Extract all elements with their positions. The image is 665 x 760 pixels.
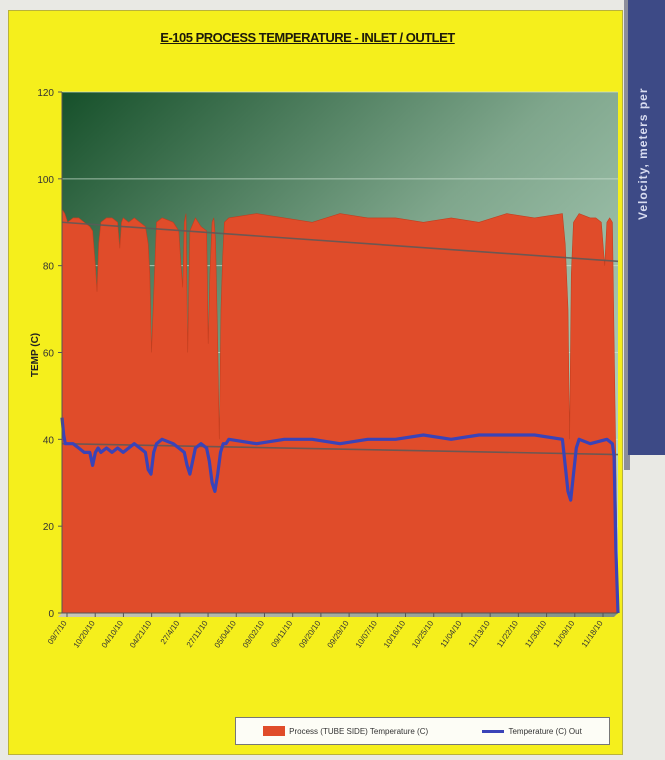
y-axis-ticks: 0 20 40 60 80 100 120 <box>37 88 62 620</box>
x-tick-label: 27/4/10 <box>159 619 182 646</box>
legend-label-outlet: Temperature (C) Out <box>508 726 582 736</box>
y-tick-label: 120 <box>37 88 54 99</box>
legend: Process (TUBE SIDE) Temperature (C) Temp… <box>235 717 610 745</box>
trend-line-0 <box>61 221 619 263</box>
x-tick-label: 05/04/10 <box>213 619 239 650</box>
x-tick-label: 10/07/10 <box>354 619 380 650</box>
chart-title: E-105 PROCESS TEMPERATURE - INLET / OUTL… <box>160 30 455 45</box>
x-tick-label: 27/11/10 <box>185 619 210 650</box>
x-axis-ticks: 09/7/10 10/20/10 04/10/10 04/21/10 27/4/10 27… <box>46 613 605 650</box>
x-tick-label: 11/13/10 <box>467 619 492 650</box>
y-axis-label: TEMP (C) <box>30 333 41 377</box>
x-tick-label: 10/25/10 <box>410 619 436 650</box>
background-window-strip <box>628 0 665 455</box>
x-tick-label: 11/22/10 <box>495 619 520 650</box>
x-tick-label: 04/10/10 <box>100 619 126 650</box>
series-area-process-temperature <box>61 208 619 614</box>
x-tick-label: 09/02/10 <box>241 619 267 650</box>
y-tick-label: 40 <box>43 435 55 446</box>
plot-floor <box>58 613 618 617</box>
x-tick-label: 04/21/10 <box>128 619 154 650</box>
legend-item-process: Process (TUBE SIDE) Temperature (C) <box>263 726 428 736</box>
x-tick-label: 11/18/10 <box>580 619 605 650</box>
legend-swatch-area <box>263 726 286 736</box>
x-tick-label: 10/16/10 <box>382 619 408 650</box>
x-tick-label: 11/04/10 <box>439 619 464 650</box>
y-tick-label: 20 <box>43 522 55 533</box>
series-line-outlet-temperature <box>60 417 620 614</box>
legend-swatch-line <box>482 729 505 733</box>
legend-label-process: Process (TUBE SIDE) Temperature (C) <box>289 726 429 736</box>
x-tick-label: 09/29/10 <box>326 619 352 650</box>
x-tick-label: 10/20/10 <box>72 619 98 650</box>
x-tick-label: 11/09/10 <box>552 619 577 650</box>
y-tick-label: 100 <box>37 175 54 186</box>
x-tick-label: 09/7/10 <box>46 619 69 646</box>
y-tick-label: 80 <box>43 262 55 273</box>
outlet-temperature-line <box>60 417 620 614</box>
background-window-edge <box>624 0 630 470</box>
x-tick-label: 09/11/10 <box>269 619 294 650</box>
y-tick-label: 60 <box>43 349 55 360</box>
y-tick-label: 0 <box>48 609 54 620</box>
x-tick-label: 09/20/10 <box>297 619 323 650</box>
legend-item-outlet: Temperature (C) Out <box>482 726 582 736</box>
x-tick-label: 11/30/10 <box>523 619 548 650</box>
process-temperature-area <box>61 208 619 614</box>
